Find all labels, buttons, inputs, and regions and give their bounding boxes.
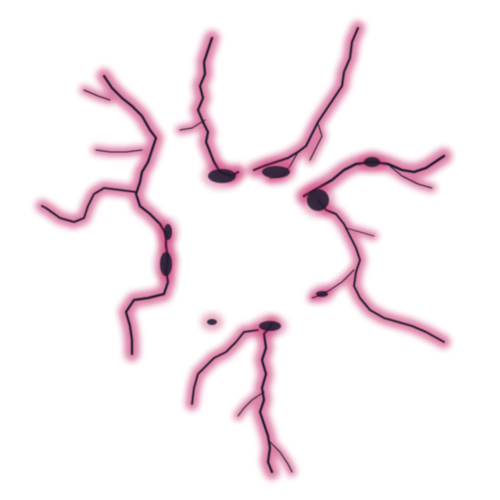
blotch-bottom-node (259, 321, 281, 331)
crack-right-down-glow (311, 193, 451, 349)
crack-bottom-twig2 (267, 439, 293, 473)
crack-right-down (317, 199, 445, 343)
blotch-right-lower (316, 291, 328, 297)
crack-left-glow (96, 68, 176, 362)
crack-right-down-twig2 (345, 227, 375, 237)
blotch-left-mid (164, 224, 172, 240)
crack-bottom-left-glow (185, 323, 265, 411)
crack-top-right-glow (247, 21, 365, 177)
crack-bottom-twig (237, 391, 265, 417)
crack-left (102, 74, 170, 356)
crack-top-center-twig (179, 119, 206, 131)
crack-top-right-twig (309, 123, 323, 161)
crack-blotch-layer (154, 151, 386, 337)
blotch-right-node (307, 189, 329, 211)
blotch-center-left (208, 169, 236, 183)
crack-left-side (41, 187, 137, 223)
crack-right-twig (389, 165, 433, 189)
crack-bottom-left (191, 329, 259, 405)
crack-left-twig2 (95, 149, 143, 153)
blotch-bottom-small (207, 319, 217, 325)
blotch-right-top (364, 157, 380, 167)
blotch-left-node (160, 252, 172, 276)
crack-left-twig (83, 89, 111, 101)
blotch-center-right (262, 166, 290, 178)
crack-glow-layer (35, 21, 452, 480)
crack-bottom (258, 322, 274, 474)
